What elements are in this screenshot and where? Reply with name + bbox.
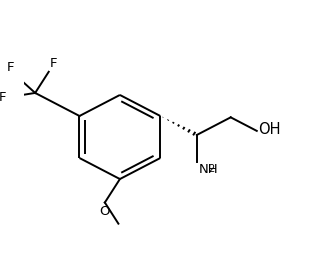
Text: F: F — [0, 91, 6, 104]
Text: OH: OH — [258, 122, 281, 137]
Text: NH: NH — [198, 164, 218, 176]
Text: 2: 2 — [208, 164, 214, 174]
Text: O: O — [100, 205, 110, 218]
Text: F: F — [50, 58, 58, 70]
Text: F: F — [7, 61, 14, 74]
